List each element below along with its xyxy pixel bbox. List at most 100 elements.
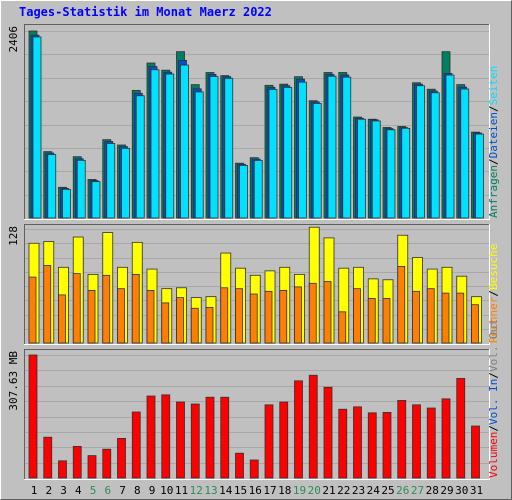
bar-rechner bbox=[382, 298, 391, 344]
x-tick-label: 11 bbox=[175, 484, 188, 497]
legend-separator: / bbox=[487, 425, 500, 432]
legend-separator: / bbox=[487, 290, 500, 297]
bar-volumen bbox=[397, 400, 407, 479]
x-tick-label: 21 bbox=[322, 484, 335, 497]
bar-seiten bbox=[165, 73, 175, 219]
bar-rechner bbox=[412, 290, 420, 344]
x-tick-label: 15 bbox=[234, 484, 247, 497]
x-tick-label: 4 bbox=[75, 484, 82, 497]
x-tick-label: 19 bbox=[293, 484, 306, 497]
bar-volumen bbox=[382, 412, 392, 479]
bar-seiten bbox=[312, 103, 322, 219]
bar-seiten bbox=[445, 74, 455, 219]
bar-volumen bbox=[353, 406, 362, 479]
bar-rechner bbox=[294, 286, 302, 344]
x-tick-label: 22 bbox=[337, 484, 350, 497]
bar-rechner bbox=[235, 288, 243, 344]
x-tick-label: 30 bbox=[455, 484, 468, 497]
bar-rechner bbox=[43, 265, 52, 344]
bar-rechner bbox=[28, 276, 37, 344]
bar-rechner bbox=[441, 292, 450, 344]
bar-rechner bbox=[471, 304, 479, 344]
x-tick-label: 2 bbox=[45, 484, 52, 497]
x-tick-label: 25 bbox=[381, 484, 394, 497]
bar-rechner bbox=[220, 287, 229, 344]
legend-visits: Rechner/Besuche bbox=[487, 244, 500, 343]
bar-rechner bbox=[397, 266, 406, 344]
bar-seiten bbox=[32, 36, 42, 219]
legend-separator: / bbox=[487, 372, 500, 379]
bar-seiten bbox=[475, 133, 484, 219]
bar-seiten bbox=[327, 75, 337, 219]
bar-rechner bbox=[264, 290, 273, 344]
legend-entry: Vol. Out bbox=[487, 319, 500, 372]
bar-volumen bbox=[338, 408, 348, 479]
bar-rechner bbox=[117, 288, 125, 344]
legend-entry: Seiten bbox=[487, 66, 500, 106]
x-tick-label: 23 bbox=[352, 484, 365, 497]
x-tick-label: 12 bbox=[190, 484, 203, 497]
legend-separator: / bbox=[487, 105, 500, 112]
bar-rechner bbox=[323, 281, 332, 344]
bar-seiten bbox=[121, 147, 130, 219]
bar-volumen bbox=[279, 401, 289, 479]
x-tick-label: 26 bbox=[396, 484, 409, 497]
bar-rechner bbox=[131, 274, 140, 344]
bar-volumen bbox=[294, 380, 303, 479]
x-tick-label: 16 bbox=[249, 484, 262, 497]
bar-seiten bbox=[76, 160, 86, 219]
legend-entry: Volumen bbox=[487, 432, 500, 478]
bar-seiten bbox=[401, 127, 411, 219]
bar-rechner bbox=[249, 293, 258, 344]
legend-volume: Volumen/Vol. In/Vol. Out bbox=[487, 319, 500, 478]
bar-seiten bbox=[135, 95, 145, 219]
y-max-label: 128 bbox=[7, 226, 20, 246]
bar-volumen bbox=[131, 411, 141, 479]
bar-seiten bbox=[386, 129, 396, 219]
bar-volumen bbox=[28, 354, 38, 479]
bar-rechner bbox=[205, 306, 214, 344]
x-tick-label: 5 bbox=[90, 484, 97, 497]
x-tick-label: 31 bbox=[470, 484, 483, 497]
bar-volumen bbox=[235, 452, 244, 479]
bar-volumen bbox=[426, 407, 436, 479]
chart-title: Tages-Statistik im Monat Maerz 2022 bbox=[19, 5, 272, 19]
bar-volumen bbox=[308, 374, 318, 479]
x-tick-label: 9 bbox=[149, 484, 156, 497]
bar-seiten bbox=[357, 118, 366, 219]
bar-rechner bbox=[176, 297, 184, 344]
bar-volumen bbox=[161, 394, 171, 479]
x-tick-label: 24 bbox=[367, 484, 381, 497]
x-tick-label: 17 bbox=[263, 484, 276, 497]
x-tick-label: 8 bbox=[134, 484, 141, 497]
bar-rechner bbox=[190, 307, 199, 344]
bar-volumen bbox=[102, 448, 112, 479]
x-tick-label: 14 bbox=[219, 484, 233, 497]
bar-seiten bbox=[224, 77, 234, 219]
bar-seiten bbox=[416, 85, 425, 219]
bar-volumen bbox=[176, 401, 185, 479]
x-tick-label: 6 bbox=[104, 484, 111, 497]
legend-entry: Dateien bbox=[487, 112, 500, 158]
bar-seiten bbox=[106, 143, 116, 219]
y-max-label: 307.63 MB bbox=[7, 351, 20, 411]
panel-visits: 128 Rechner/Besuche bbox=[7, 224, 500, 345]
bar-volumen bbox=[87, 455, 97, 479]
x-axis-day-labels: 1 2 3 4 5 6 7 8 9 10 11 12 13 14 15 16 17 18 19 20 21 22 23 24 2… bbox=[31, 484, 483, 497]
x-tick-label: 20 bbox=[308, 484, 321, 497]
x-tick-label: 1 bbox=[31, 484, 38, 497]
bar-volumen bbox=[58, 460, 67, 479]
bar-volumen bbox=[412, 404, 421, 479]
legend-separator: / bbox=[487, 158, 500, 165]
x-tick-label: 28 bbox=[426, 484, 439, 497]
bar-volumen bbox=[146, 395, 156, 479]
bar-volumen bbox=[43, 436, 53, 479]
legend-hits: Anfragen/Dateien/Seiten bbox=[487, 66, 500, 218]
bar-seiten bbox=[342, 76, 352, 219]
bar-rechner bbox=[87, 290, 96, 344]
bar-seiten bbox=[430, 92, 440, 219]
bar-rechner bbox=[308, 282, 317, 344]
bar-rechner bbox=[279, 290, 288, 344]
